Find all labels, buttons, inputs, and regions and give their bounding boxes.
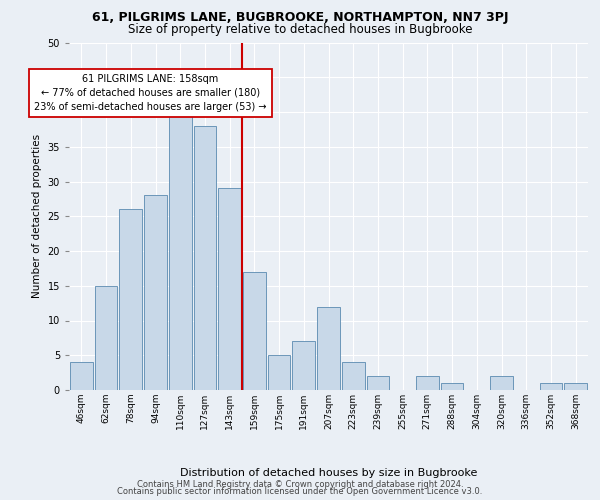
Text: Contains HM Land Registry data © Crown copyright and database right 2024.: Contains HM Land Registry data © Crown c… <box>137 480 463 489</box>
Bar <box>218 188 241 390</box>
Bar <box>268 355 290 390</box>
Bar <box>95 286 118 390</box>
X-axis label: Distribution of detached houses by size in Bugbrooke: Distribution of detached houses by size … <box>180 468 477 478</box>
Text: Size of property relative to detached houses in Bugbrooke: Size of property relative to detached ho… <box>128 22 472 36</box>
Bar <box>564 383 587 390</box>
Bar <box>292 342 315 390</box>
Bar <box>416 376 439 390</box>
Bar <box>342 362 365 390</box>
Text: 61, PILGRIMS LANE, BUGBROOKE, NORTHAMPTON, NN7 3PJ: 61, PILGRIMS LANE, BUGBROOKE, NORTHAMPTO… <box>92 11 508 24</box>
Bar <box>119 210 142 390</box>
Text: Contains public sector information licensed under the Open Government Licence v3: Contains public sector information licen… <box>118 487 482 496</box>
Bar <box>367 376 389 390</box>
Bar <box>144 196 167 390</box>
Bar <box>441 383 463 390</box>
Y-axis label: Number of detached properties: Number of detached properties <box>32 134 42 298</box>
Bar <box>169 98 191 390</box>
Text: 61 PILGRIMS LANE: 158sqm
← 77% of detached houses are smaller (180)
23% of semi-: 61 PILGRIMS LANE: 158sqm ← 77% of detach… <box>34 74 267 112</box>
Bar <box>194 126 216 390</box>
Bar <box>539 383 562 390</box>
Bar <box>70 362 93 390</box>
Bar <box>243 272 266 390</box>
Bar <box>490 376 513 390</box>
Bar <box>317 306 340 390</box>
